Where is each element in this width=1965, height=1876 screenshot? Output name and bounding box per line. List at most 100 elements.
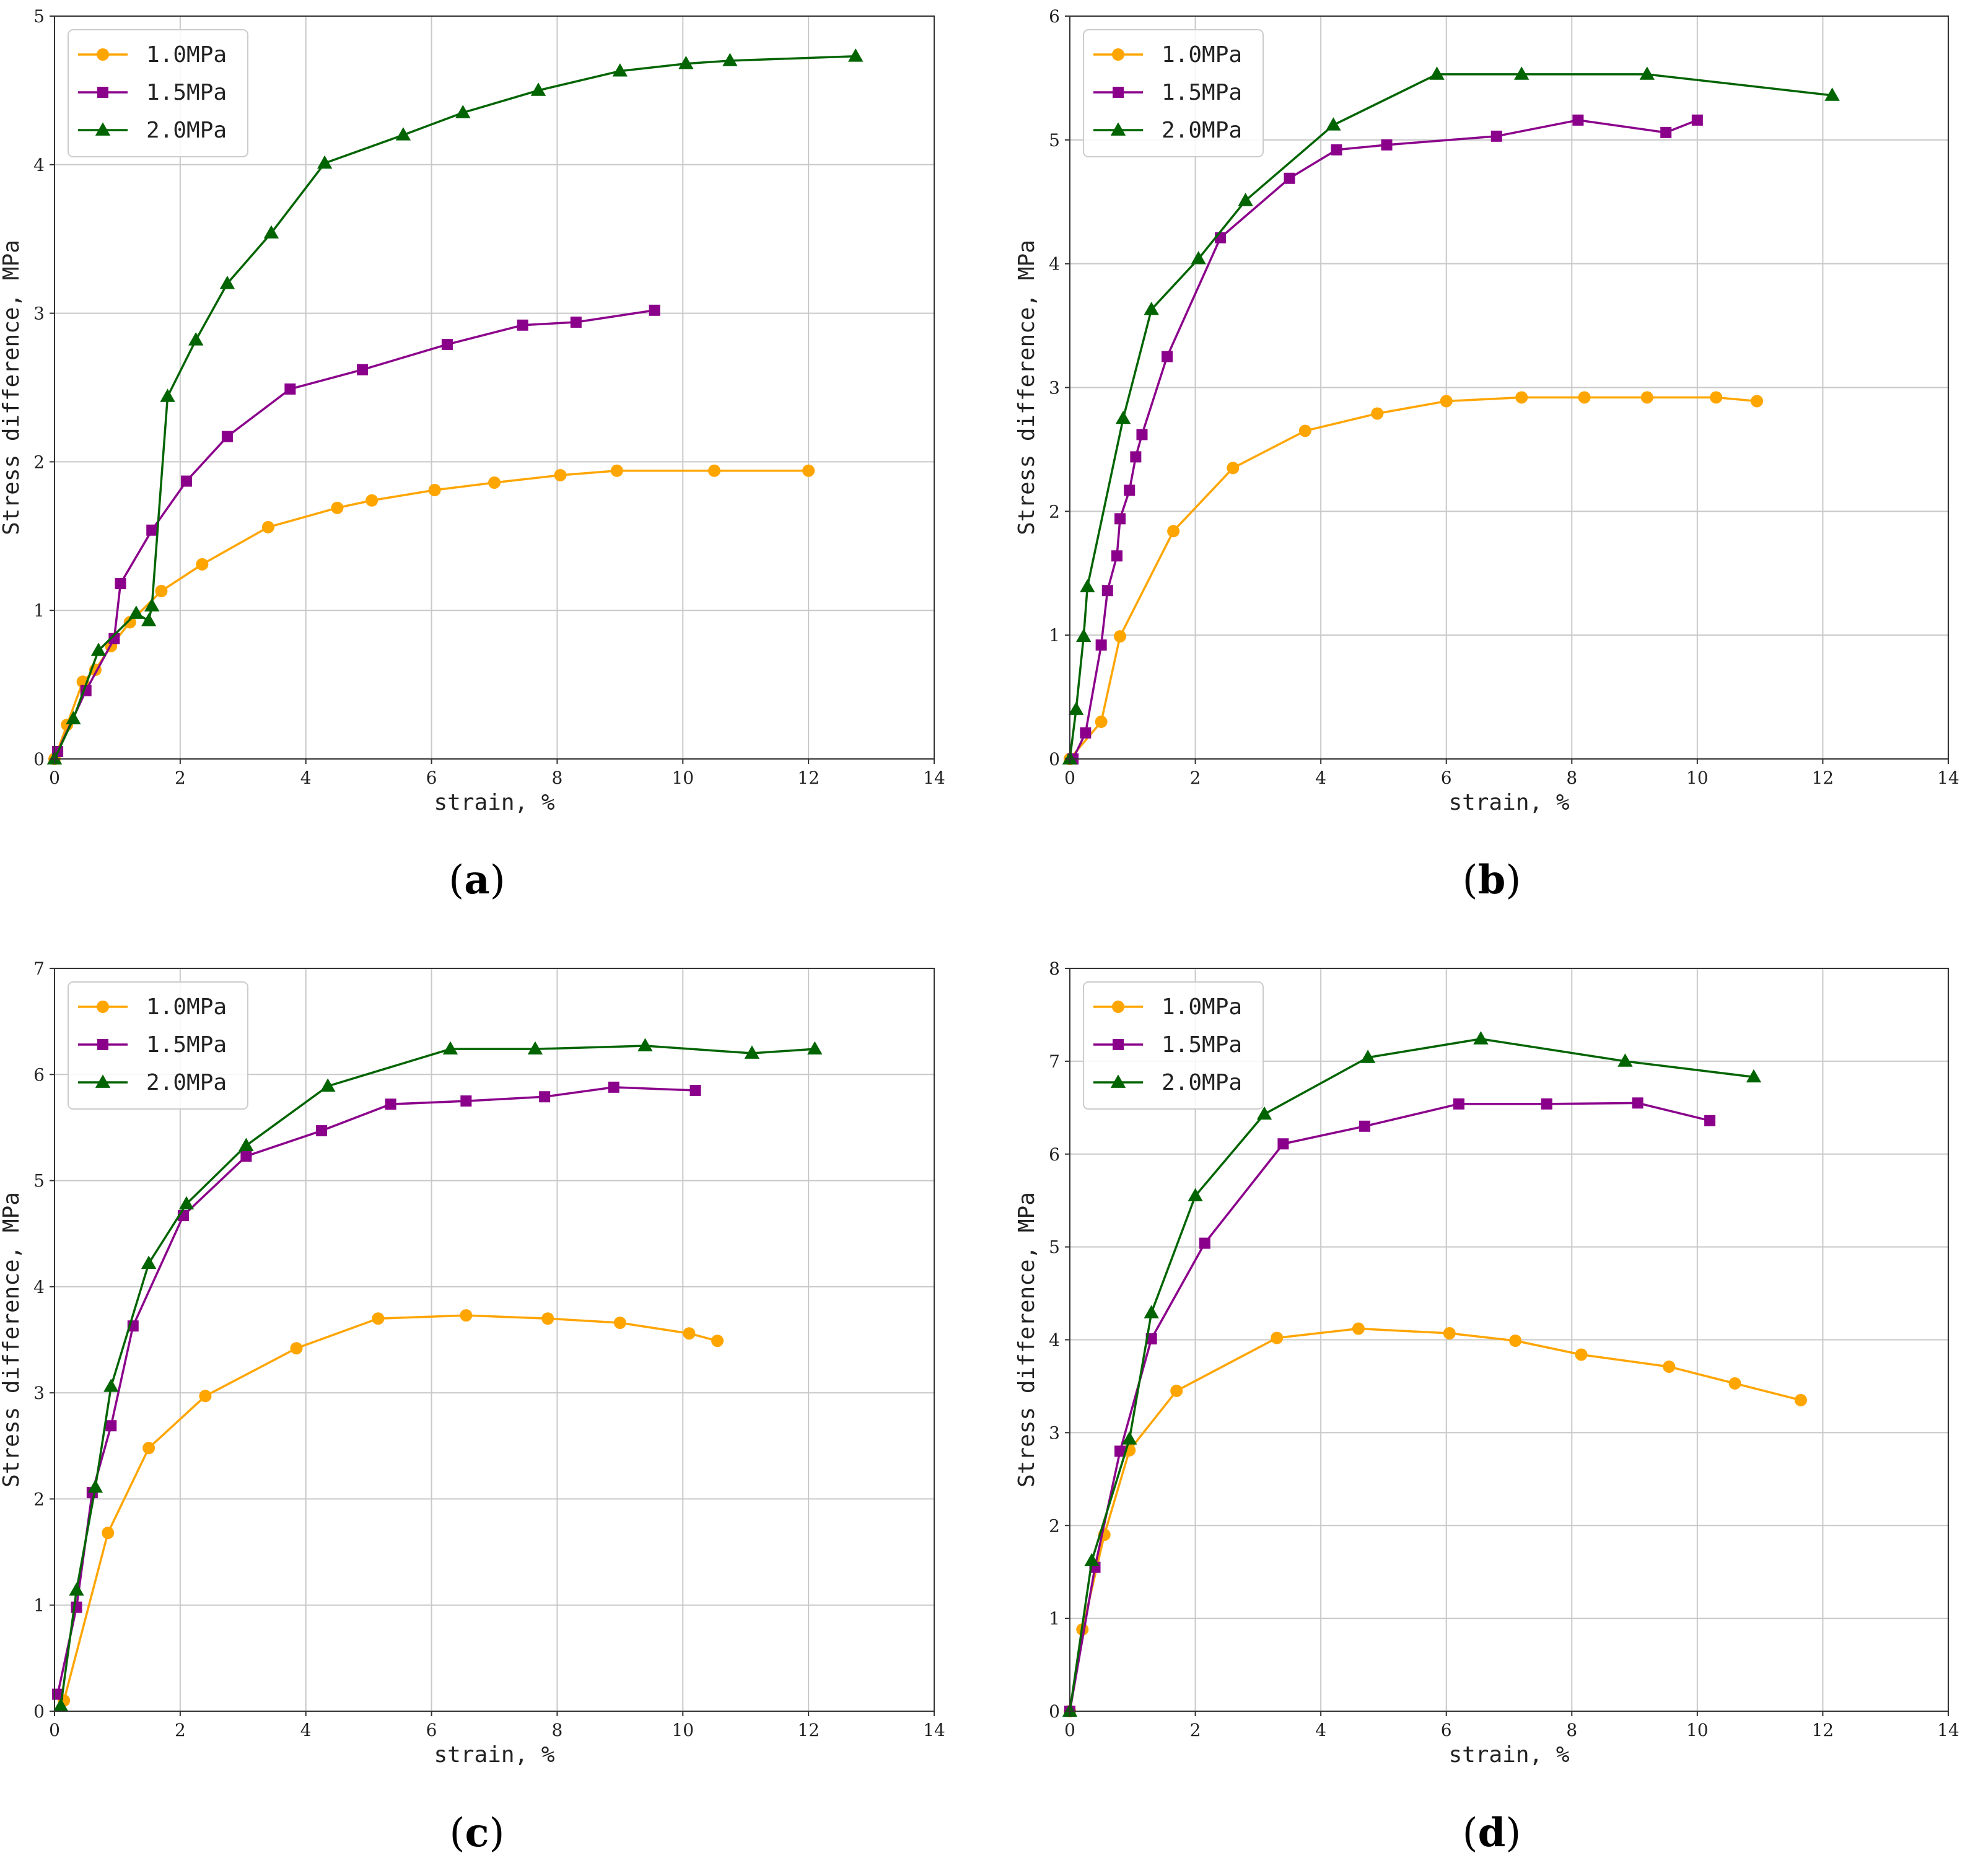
panel-label: (d): [1463, 1810, 1521, 1856]
data-point-2.0MPa: [1360, 1050, 1376, 1063]
data-point-1.0MPa: [554, 468, 567, 481]
data-point-1.0MPa: [142, 1442, 155, 1455]
data-point-1.0MPa: [155, 585, 168, 598]
legend-swatch-marker: [97, 87, 108, 98]
y-tick-label: 3: [33, 304, 45, 324]
x-tick-label: 4: [300, 1720, 312, 1740]
data-point-2.0MPa: [219, 276, 235, 289]
data-point-2.0MPa: [530, 82, 546, 96]
legend-label: 2.0MPa: [1162, 1070, 1242, 1095]
x-tick-label: 6: [426, 1720, 437, 1740]
x-tick-label: 8: [552, 1720, 563, 1740]
data-point-1.0MPa: [1271, 1331, 1284, 1344]
legend-entry: 2.0MPa: [78, 118, 227, 143]
data-point-2.0MPa: [1514, 66, 1530, 80]
x-tick-label: 4: [300, 768, 312, 788]
data-point-2.0MPa: [128, 605, 144, 619]
legend-label: 1.5MPa: [146, 80, 227, 105]
data-point-1.0MPa: [1640, 391, 1653, 404]
data-point-1.0MPa: [708, 464, 720, 477]
data-point-1.5MPa: [1704, 1115, 1716, 1126]
y-tick-label: 2: [1049, 1515, 1060, 1536]
y-axis-label: Stress difference, MPa: [0, 1192, 24, 1488]
legend-swatch-marker: [1112, 48, 1124, 61]
data-point-2.0MPa: [317, 155, 333, 169]
data-point-1.5MPa: [1572, 114, 1584, 126]
panel-letter: a: [464, 857, 489, 903]
legend-entry: 1.5MPa: [1093, 1032, 1242, 1058]
y-tick-label: 8: [1049, 958, 1060, 979]
series-layer: [1062, 66, 1840, 765]
legend-label: 2.0MPa: [1162, 118, 1242, 143]
data-point-2.0MPa: [53, 1698, 69, 1712]
data-point-1.5MPa: [1130, 451, 1142, 463]
data-point-1.0MPa: [610, 464, 623, 477]
data-point-1.0MPa: [1710, 391, 1723, 404]
y-tick-label: 5: [33, 6, 45, 27]
data-point-2.0MPa: [178, 1196, 195, 1210]
data-point-2.0MPa: [1080, 579, 1095, 593]
legend: 1.0MPa 1.5MPa 2.0MPa: [68, 29, 248, 157]
x-axis-label: strain, %: [1448, 790, 1569, 815]
data-point-1.0MPa: [1575, 1348, 1588, 1361]
data-point-2.0MPa: [87, 1479, 103, 1493]
data-point-1.0MPa: [290, 1342, 303, 1355]
data-point-2.0MPa: [66, 711, 81, 725]
data-point-2.0MPa: [160, 388, 175, 402]
data-point-1.5MPa: [1161, 351, 1173, 362]
series-line-2.0MPa: [53, 55, 856, 760]
data-point-1.5MPa: [1331, 144, 1342, 156]
data-point-1.0MPa: [102, 1527, 115, 1540]
legend-entry: 1.5MPa: [78, 1032, 227, 1058]
x-axis-label: strain, %: [434, 1742, 554, 1768]
legend-entry: 1.0MPa: [1093, 42, 1242, 68]
data-point-2.0MPa: [1188, 1188, 1203, 1202]
legend: 1.0MPa 1.5MPa 2.0MPa: [68, 981, 248, 1110]
data-point-1.0MPa: [1515, 391, 1528, 404]
legend-label: 1.0MPa: [1162, 994, 1242, 1020]
data-point-1.5MPa: [689, 1084, 701, 1096]
y-tick-label: 4: [1049, 1330, 1060, 1351]
data-point-2.0MPa: [1326, 117, 1341, 131]
data-point-1.0MPa: [1227, 462, 1240, 475]
data-point-1.5MPa: [146, 524, 158, 536]
data-point-1.0MPa: [199, 1390, 212, 1403]
data-point-2.0MPa: [527, 1041, 543, 1054]
data-point-2.0MPa: [144, 598, 160, 611]
legend-label: 1.5MPa: [1162, 1032, 1242, 1058]
x-tick-label: 0: [1064, 1720, 1075, 1740]
data-point-1.0MPa: [1170, 1384, 1183, 1397]
data-point-2.0MPa: [1068, 701, 1084, 715]
x-tick-label: 6: [426, 768, 437, 788]
panel-letter: c: [465, 1810, 489, 1856]
x-tick-label: 8: [1566, 1720, 1577, 1740]
data-point-1.5MPa: [1145, 1333, 1157, 1345]
data-point-1.0MPa: [1371, 407, 1384, 420]
y-tick-label: 2: [33, 1489, 45, 1509]
series-line-1.5MPa: [1072, 119, 1698, 760]
data-point-2.0MPa: [1084, 1553, 1100, 1567]
data-point-1.5MPa: [1359, 1120, 1371, 1132]
data-point-1.0MPa: [1794, 1393, 1807, 1406]
data-point-1.5MPa: [1490, 130, 1502, 142]
data-point-1.5MPa: [108, 633, 120, 644]
panel-letter: d: [1478, 1810, 1506, 1856]
data-point-1.5MPa: [1080, 727, 1092, 739]
data-point-1.0MPa: [1509, 1334, 1522, 1347]
x-tick-label: 2: [1190, 1720, 1201, 1740]
data-point-2.0MPa: [848, 48, 864, 62]
legend: 1.0MPa 1.5MPa 2.0MPa: [1083, 981, 1264, 1110]
data-point-2.0MPa: [455, 105, 471, 118]
x-tick-label: 8: [552, 768, 563, 788]
data-point-1.0MPa: [1352, 1322, 1365, 1335]
y-tick-label: 4: [33, 1277, 45, 1297]
legend-entry: 2.0MPa: [78, 1070, 227, 1095]
x-tick-label: 10: [1686, 1720, 1709, 1740]
legend-box: [1083, 29, 1264, 157]
